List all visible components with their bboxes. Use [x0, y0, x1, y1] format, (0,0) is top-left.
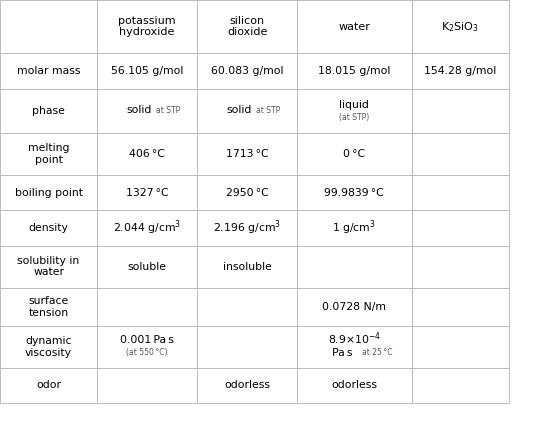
- Text: insoluble: insoluble: [223, 262, 271, 272]
- Text: surface
tension: surface tension: [28, 296, 69, 317]
- Bar: [97, 0, 197, 53]
- Bar: [197, 89, 297, 133]
- Text: 60.083 g/mol: 60.083 g/mol: [211, 66, 283, 76]
- Text: odor: odor: [36, 380, 61, 390]
- Text: solid: solid: [126, 105, 152, 115]
- Text: 0 °C: 0 °C: [343, 149, 365, 159]
- Bar: [412, 175, 509, 210]
- Text: Pa s: Pa s: [332, 348, 353, 358]
- Bar: [97, 326, 197, 368]
- Bar: [197, 175, 297, 210]
- Bar: [197, 133, 297, 175]
- Text: soluble: soluble: [128, 262, 167, 272]
- Bar: [197, 0, 297, 53]
- Text: 0.0728 N/m: 0.0728 N/m: [322, 302, 387, 312]
- Bar: [297, 133, 412, 175]
- Text: potassium
hydroxide: potassium hydroxide: [118, 16, 176, 37]
- Bar: [412, 53, 509, 89]
- Bar: [412, 288, 509, 326]
- Bar: [197, 326, 297, 368]
- Bar: [97, 53, 197, 89]
- Bar: [297, 246, 412, 288]
- Bar: [297, 89, 412, 133]
- Text: 56.105 g/mol: 56.105 g/mol: [111, 66, 183, 76]
- Bar: [197, 210, 297, 246]
- Text: water: water: [339, 22, 370, 32]
- Text: 1 g/cm$^3$: 1 g/cm$^3$: [333, 219, 376, 237]
- Bar: [297, 326, 412, 368]
- Text: 0.001 Pa s: 0.001 Pa s: [120, 335, 174, 345]
- Bar: [412, 326, 509, 368]
- Text: molar mass: molar mass: [17, 66, 80, 76]
- Text: 1327 °C: 1327 °C: [126, 188, 169, 198]
- Bar: [412, 89, 509, 133]
- Bar: [197, 53, 297, 89]
- Bar: [412, 210, 509, 246]
- Text: at 25 °C: at 25 °C: [362, 348, 393, 357]
- Bar: [97, 288, 197, 326]
- Text: phase: phase: [32, 106, 65, 116]
- Text: solid: solid: [226, 105, 252, 115]
- Text: 18.015 g/mol: 18.015 g/mol: [318, 66, 390, 76]
- Bar: [297, 210, 412, 246]
- Bar: [97, 368, 197, 403]
- Text: 154.28 g/mol: 154.28 g/mol: [424, 66, 496, 76]
- Text: 406 °C: 406 °C: [129, 149, 165, 159]
- Bar: [412, 133, 509, 175]
- Bar: [0, 246, 97, 288]
- Bar: [297, 0, 412, 53]
- Text: odorless: odorless: [224, 380, 270, 390]
- Bar: [412, 368, 509, 403]
- Text: 2.196 g/cm$^3$: 2.196 g/cm$^3$: [213, 219, 281, 237]
- Bar: [97, 210, 197, 246]
- Bar: [197, 246, 297, 288]
- Bar: [297, 368, 412, 403]
- Text: odorless: odorless: [331, 380, 377, 390]
- Bar: [297, 53, 412, 89]
- Text: 1713 °C: 1713 °C: [225, 149, 269, 159]
- Text: boiling point: boiling point: [15, 188, 82, 198]
- Text: (at STP): (at STP): [339, 113, 370, 122]
- Text: 99.9839 °C: 99.9839 °C: [324, 188, 384, 198]
- Bar: [97, 175, 197, 210]
- Bar: [0, 368, 97, 403]
- Bar: [97, 89, 197, 133]
- Text: silicon
dioxide: silicon dioxide: [227, 16, 267, 37]
- Bar: [0, 210, 97, 246]
- Bar: [0, 0, 97, 53]
- Bar: [0, 133, 97, 175]
- Text: 8.9$\times$10$^{-4}$: 8.9$\times$10$^{-4}$: [328, 331, 381, 347]
- Bar: [297, 288, 412, 326]
- Bar: [297, 175, 412, 210]
- Text: at STP: at STP: [156, 106, 180, 115]
- Text: 2.044 g/cm$^3$: 2.044 g/cm$^3$: [113, 219, 181, 237]
- Bar: [412, 0, 509, 53]
- Bar: [0, 89, 97, 133]
- Bar: [0, 53, 97, 89]
- Text: solubility in
water: solubility in water: [17, 256, 80, 277]
- Bar: [97, 133, 197, 175]
- Bar: [197, 368, 297, 403]
- Text: (at 550 °C): (at 550 °C): [126, 348, 168, 357]
- Bar: [97, 246, 197, 288]
- Text: dynamic
viscosity: dynamic viscosity: [25, 336, 72, 357]
- Bar: [0, 326, 97, 368]
- Text: at STP: at STP: [256, 106, 280, 115]
- Bar: [197, 288, 297, 326]
- Bar: [0, 288, 97, 326]
- Text: K$_2$SiO$_3$: K$_2$SiO$_3$: [441, 20, 479, 34]
- Text: melting
point: melting point: [28, 144, 69, 165]
- Bar: [412, 246, 509, 288]
- Bar: [0, 175, 97, 210]
- Text: density: density: [28, 223, 69, 233]
- Text: 2950 °C: 2950 °C: [225, 188, 269, 198]
- Text: liquid: liquid: [340, 100, 369, 109]
